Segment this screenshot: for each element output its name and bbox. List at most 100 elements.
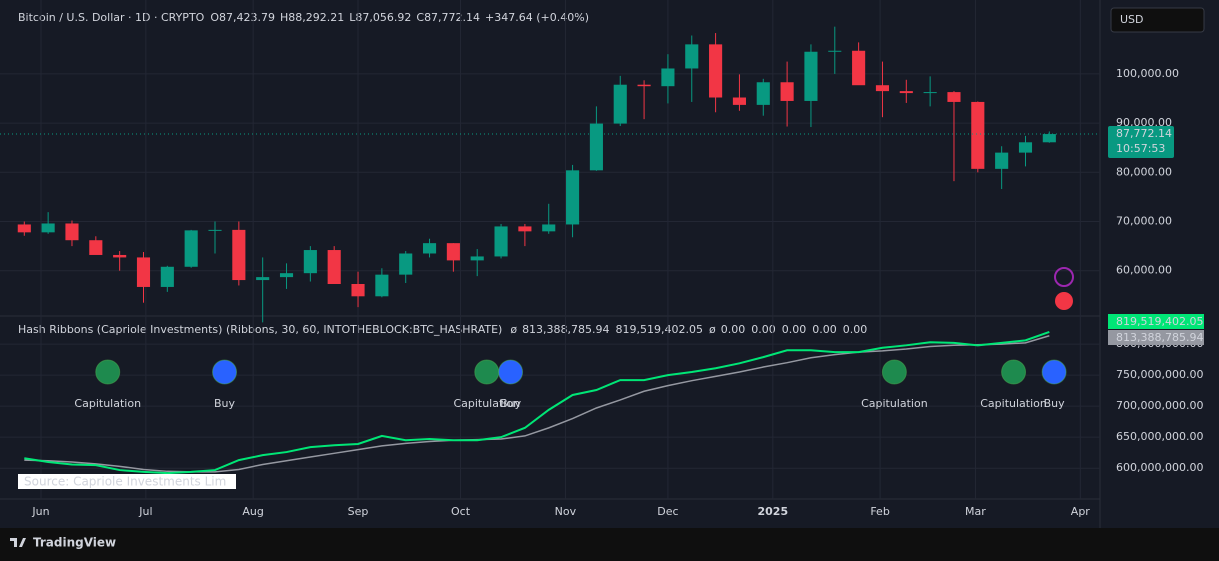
candle-body	[875, 85, 890, 92]
extra-value: 0.00	[751, 323, 776, 336]
header-legend: Bitcoin / U.S. Dollar · 1D · CRYPTO O 87,4…	[18, 11, 589, 24]
candle-body	[136, 257, 151, 287]
annotation-label: Buy	[1044, 397, 1066, 410]
na-symbol: ø	[510, 323, 517, 336]
y-tick-label: 70,000.00	[1116, 215, 1172, 228]
candle-body	[303, 250, 317, 274]
candle-body	[852, 50, 866, 86]
candle-body	[399, 253, 413, 275]
candle-body	[804, 51, 818, 101]
slow-badge-value: 813,388,785.94	[1116, 331, 1203, 344]
candle-body	[279, 273, 294, 278]
candle-body	[661, 68, 675, 87]
candle-body	[947, 92, 961, 102]
y-tick-label: 750,000,000.00	[1116, 368, 1203, 381]
x-tick-label: Apr	[1071, 505, 1091, 518]
candle-body	[518, 226, 532, 232]
tradingview-logo: TradingView	[10, 536, 116, 550]
candle-body	[17, 224, 31, 233]
annotation-label: Capitulation	[74, 397, 141, 410]
candle-body	[494, 226, 508, 257]
candle-body	[971, 101, 985, 169]
indicator-legend: Hash Ribbons (Capriole Investments) (Rib…	[18, 323, 867, 336]
x-tick-label: Jun	[31, 505, 49, 518]
ohlc-key: H	[280, 11, 288, 24]
price-badge-value: 87,772.14	[1116, 127, 1172, 140]
annotation-label: Capitulation	[861, 397, 928, 410]
indicator-title: Hash Ribbons (Capriole Investments) (Rib…	[18, 323, 502, 336]
y-tick-label: 650,000,000.00	[1116, 430, 1203, 443]
source-label: Source: Capriole Investments Lim	[24, 475, 226, 489]
x-tick-label: Sep	[348, 505, 369, 518]
signal-dot	[498, 359, 524, 385]
candle-body	[756, 82, 770, 105]
candle-body	[613, 84, 627, 124]
y-tick-label: 80,000.00	[1116, 165, 1172, 178]
fast-value: 819,519,402.05	[616, 323, 703, 336]
brand: TradingView	[33, 536, 116, 550]
signal-dot	[474, 359, 500, 385]
hash-ribbon-line	[24, 331, 1050, 475]
ohlc-key: O	[210, 11, 219, 24]
y-tick-label: 600,000,000.00	[1116, 461, 1203, 474]
candle-body	[446, 243, 460, 261]
ohlc-value: 88,292.21	[288, 11, 344, 24]
x-tick-label: 2025	[757, 505, 788, 518]
candle-body	[732, 97, 746, 105]
candle-body	[899, 91, 913, 94]
ohlc-value: 87,423.79	[219, 11, 275, 24]
currency-button[interactable]	[1110, 7, 1205, 33]
fast-badge	[1108, 314, 1204, 329]
x-tick-label: Mar	[965, 505, 986, 518]
x-tick-label: Jul	[138, 505, 152, 518]
footer-bar	[0, 528, 1219, 561]
signal-dot	[212, 359, 238, 385]
ohlc-value: 87,056.92	[355, 11, 411, 24]
y-tick-label: 90,000.00	[1116, 116, 1172, 129]
ohlc-key: L	[349, 11, 356, 24]
candle-body	[65, 223, 79, 241]
candle-body	[542, 224, 556, 232]
annotation-label: Capitulation	[980, 397, 1047, 410]
y-tick-label: 100,000.00	[1116, 67, 1179, 80]
signal-dot	[1001, 359, 1027, 385]
source-box	[18, 474, 236, 489]
x-tick-label: Nov	[555, 505, 577, 518]
candle-body	[256, 277, 270, 281]
alert-icon	[1054, 267, 1074, 287]
candle-body	[923, 92, 937, 94]
candle-body	[375, 274, 389, 297]
x-tick-label: Dec	[657, 505, 678, 518]
slow-badge	[1108, 330, 1204, 345]
annotation-label: Capitulation	[453, 397, 520, 410]
candle-body	[184, 230, 198, 267]
x-tick-label: Feb	[870, 505, 889, 518]
extra-value: 0.00	[812, 323, 837, 336]
signal-dot	[881, 359, 907, 385]
fast-badge-value: 819,519,402.05	[1116, 315, 1203, 328]
chart-background	[0, 0, 1219, 528]
candle-body	[828, 50, 842, 52]
y-tick-label: 60,000.00	[1116, 264, 1172, 277]
annotation-label: Buy	[500, 397, 522, 410]
candle-body	[41, 223, 55, 233]
price-change: +347.64 (+0.40%)	[485, 11, 589, 24]
signal-dot	[1041, 359, 1067, 385]
candle-body	[995, 152, 1009, 169]
candle-body	[780, 82, 794, 101]
candle-body	[351, 284, 365, 297]
candle-body	[470, 256, 484, 261]
ohlc-value: 87,772.14	[424, 11, 480, 24]
candle-body	[327, 250, 341, 284]
symbol-title: Bitcoin / U.S. Dollar · 1D · CRYPTO	[18, 11, 205, 24]
x-tick-label: Aug	[242, 505, 263, 518]
candle-body	[1018, 142, 1033, 153]
y-tick-label: 700,000,000.00	[1116, 399, 1203, 412]
currency-label[interactable]: USD	[1120, 13, 1144, 26]
candle-body	[685, 44, 699, 69]
countdown: 10:57:53	[1116, 142, 1165, 155]
extra-value: 0.00	[843, 323, 868, 336]
candle-body	[232, 229, 246, 281]
candle-body	[637, 84, 651, 87]
